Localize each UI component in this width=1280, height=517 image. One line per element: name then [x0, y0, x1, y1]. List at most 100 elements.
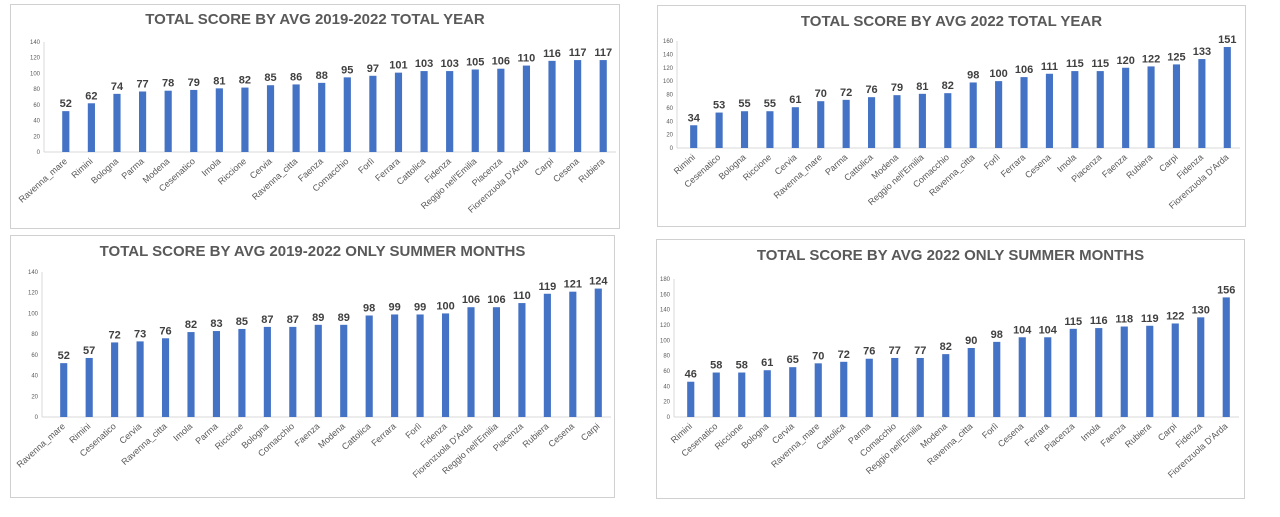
y-tick-label: 140: [660, 308, 671, 314]
category-label: Forlì: [356, 156, 376, 175]
y-tick-label: 80: [666, 93, 673, 99]
bar: [1222, 297, 1230, 417]
data-label: 73: [134, 328, 146, 340]
category-label: Faenza: [1100, 152, 1129, 180]
category-label: Ravenna_citta: [927, 152, 976, 198]
y-tick-label: 120: [28, 291, 39, 297]
y-tick-label: 80: [663, 354, 670, 360]
data-label: 52: [58, 350, 70, 362]
bar: [85, 357, 93, 417]
chart-title: TOTAL SCORE BY AVG 2022 TOTAL YEAR: [800, 13, 1103, 30]
data-label: 85: [264, 72, 276, 84]
data-label: 98: [363, 303, 375, 315]
category-label: Bologna: [739, 421, 770, 451]
y-tick-label: 140: [30, 40, 41, 46]
y-tick-label: 180: [660, 277, 671, 283]
category-label: Cattolica: [842, 152, 875, 183]
data-label: 118: [1115, 314, 1133, 326]
bar: [238, 328, 246, 417]
bar: [212, 331, 221, 417]
data-label: 81: [916, 81, 928, 93]
data-label: 82: [239, 75, 251, 87]
data-label: 117: [594, 47, 612, 59]
data-label: 72: [109, 329, 121, 341]
data-label: 119: [538, 281, 556, 293]
y-tick-label: 80: [33, 87, 40, 93]
bar: [369, 75, 377, 152]
y-tick-label: 60: [666, 106, 673, 112]
bar: [687, 381, 695, 417]
category-label: Forlì: [403, 421, 423, 440]
data-label: 89: [312, 312, 324, 324]
bar-chart: 02040608010012014052Ravenna_mare57Rimini…: [15, 270, 611, 480]
category-label: Cattolica: [814, 421, 847, 452]
y-tick-label: 20: [33, 134, 40, 140]
bar: [471, 69, 479, 152]
data-label: 88: [316, 70, 328, 82]
category-label: Forlì: [980, 421, 1000, 440]
data-label: 81: [213, 75, 225, 87]
bar: [1120, 326, 1128, 417]
category-label: Ravenna_citta: [925, 421, 974, 467]
category-label: Cattolica: [395, 156, 428, 187]
data-label: 117: [569, 47, 587, 59]
bar: [289, 326, 297, 417]
bar: [136, 341, 144, 417]
y-tick-label: 0: [37, 150, 41, 156]
bar: [789, 367, 797, 417]
bar: [138, 91, 147, 152]
category-label: Rubiera: [1124, 152, 1154, 181]
bar: [1018, 337, 1026, 417]
bar: [574, 60, 582, 152]
bar: [497, 68, 505, 152]
data-label: 133: [1193, 46, 1211, 58]
bar: [263, 326, 271, 417]
bar: [1147, 66, 1155, 148]
bar: [416, 314, 424, 417]
data-label: 116: [543, 48, 561, 60]
data-label: 82: [185, 319, 197, 331]
category-label: Carpi: [533, 156, 556, 178]
y-tick-label: 120: [30, 56, 41, 62]
data-label: 90: [965, 335, 977, 347]
data-label: 110: [518, 53, 536, 65]
bar-chart: 02040608010012014016018046Rimini58Cesena…: [660, 277, 1239, 480]
category-label: Ravenna_mare: [17, 156, 69, 205]
data-label: 62: [85, 90, 97, 102]
bar: [1069, 328, 1077, 417]
y-tick-label: 120: [663, 66, 674, 72]
chart-panel-2019-2022-total-year: TOTAL SCORE BY AVG 2019-2022 TOTAL YEAR …: [10, 4, 620, 229]
bar: [738, 372, 746, 417]
data-label: 46: [685, 369, 697, 381]
category-label: Carpi: [579, 421, 602, 443]
y-tick-label: 20: [663, 400, 670, 406]
bar: [1020, 77, 1028, 148]
bar: [314, 324, 322, 417]
bar: [840, 361, 848, 417]
data-label: 55: [738, 98, 750, 110]
y-tick-label: 0: [35, 415, 39, 421]
data-label: 57: [83, 345, 95, 357]
category-label: Carpi: [1157, 152, 1180, 174]
bar: [111, 342, 119, 417]
bar: [318, 82, 326, 152]
data-label: 98: [967, 69, 979, 81]
y-tick-label: 80: [31, 332, 38, 338]
bar: [266, 85, 275, 152]
data-label: 106: [487, 294, 505, 306]
category-label: Rubiera: [521, 421, 551, 450]
bar: [548, 60, 556, 152]
data-label: 151: [1218, 34, 1236, 46]
bar: [518, 303, 526, 417]
bar: [891, 357, 899, 417]
bar: [967, 348, 975, 417]
bar: [1198, 59, 1206, 149]
bar-chart: 02040608010012014016034Rimini53Cesenatic…: [663, 34, 1240, 211]
bar: [441, 313, 450, 417]
data-label: 58: [736, 360, 748, 372]
category-label: Ferrara: [369, 421, 398, 448]
bar: [241, 87, 249, 152]
y-tick-label: 100: [663, 79, 674, 85]
y-tick-label: 20: [31, 394, 38, 400]
data-label: 124: [589, 276, 608, 288]
